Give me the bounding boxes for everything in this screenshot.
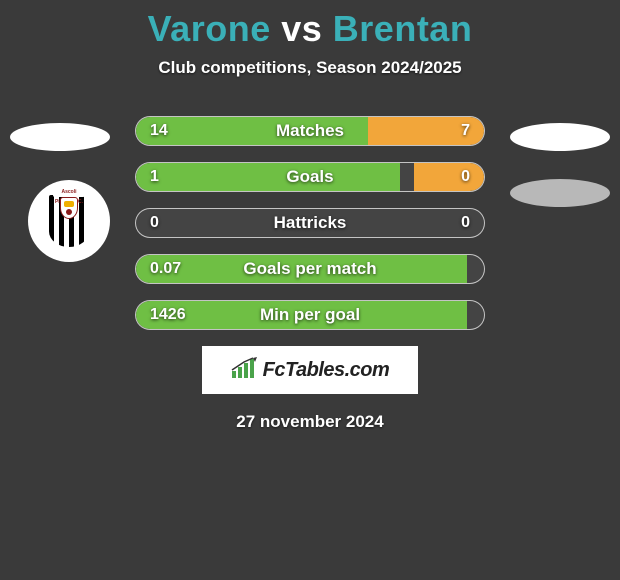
stat-label: Goals per match xyxy=(136,255,484,283)
club-badge-label: Ascoli Picchio F.C. xyxy=(53,187,85,197)
stat-label: Min per goal xyxy=(136,301,484,329)
brand-chart-icon xyxy=(231,357,257,384)
stat-row: 0.07Goals per match xyxy=(135,254,485,284)
brand-text: FcTables.com xyxy=(263,359,390,382)
title-vs: vs xyxy=(281,8,322,49)
stat-value-right: 0 xyxy=(461,209,470,237)
stat-label: Goals xyxy=(136,163,484,191)
player-avatar-right-2 xyxy=(510,179,610,207)
club-badge-emblem xyxy=(60,197,78,219)
subtitle: Club competitions, Season 2024/2025 xyxy=(0,58,620,78)
stat-value-right: 7 xyxy=(461,117,470,145)
stats-container: 14Matches71Goals00Hattricks00.07Goals pe… xyxy=(135,116,485,330)
player-avatar-left xyxy=(10,123,110,151)
club-badge: Ascoli Picchio F.C. xyxy=(28,180,110,262)
title-player-2: Brentan xyxy=(333,8,473,49)
club-badge-shield: Ascoli Picchio F.C. xyxy=(49,195,89,247)
stat-row: 1Goals0 xyxy=(135,162,485,192)
stat-value-right: 0 xyxy=(461,163,470,191)
stat-row: 1426Min per goal xyxy=(135,300,485,330)
stat-row: 0Hattricks0 xyxy=(135,208,485,238)
brand-box[interactable]: FcTables.com xyxy=(202,346,418,394)
stat-label: Hattricks xyxy=(136,209,484,237)
stat-label: Matches xyxy=(136,117,484,145)
title-player-1: Varone xyxy=(148,8,271,49)
stat-row: 14Matches7 xyxy=(135,116,485,146)
date-text: 27 november 2024 xyxy=(0,412,620,432)
player-avatar-right-1 xyxy=(510,123,610,151)
page-title: Varone vs Brentan xyxy=(0,0,620,50)
